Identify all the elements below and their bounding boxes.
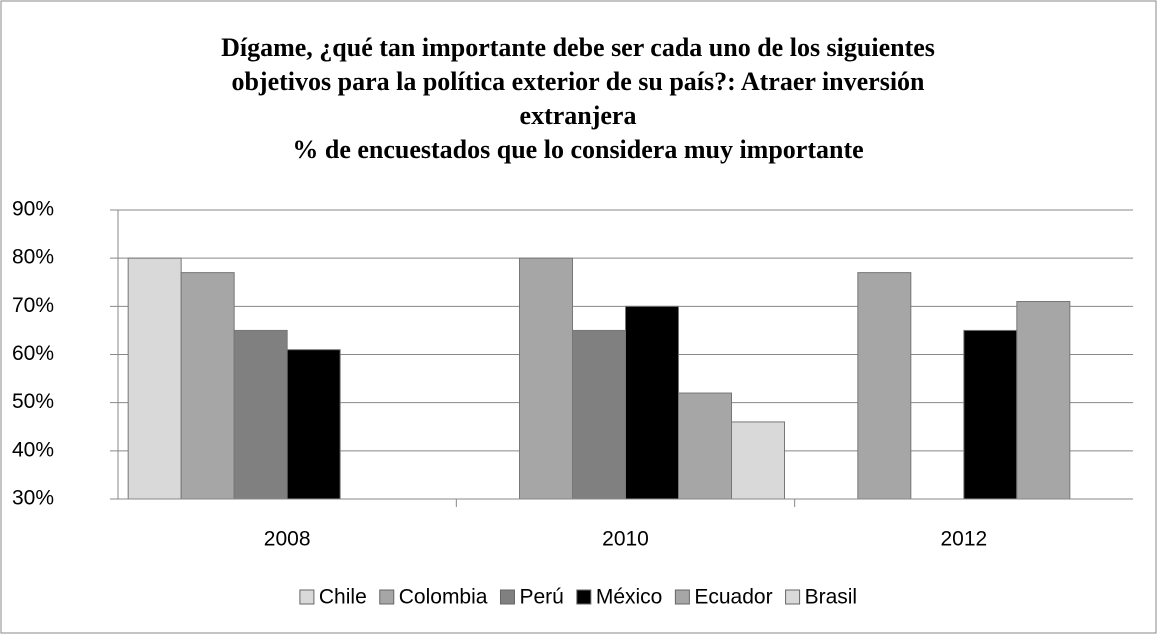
- bar: [857, 272, 912, 500]
- bar: [625, 305, 679, 500]
- chart-title: % de encuestados que lo considera muy im…: [292, 135, 863, 164]
- x-tick-label: 2012: [940, 528, 987, 551]
- y-tick-label: 60%: [12, 342, 54, 365]
- legend-label: Chile: [319, 586, 367, 609]
- legend-label: Perú: [519, 586, 563, 609]
- legend-label: Brasil: [805, 586, 858, 609]
- bar: [286, 349, 341, 500]
- x-tick-label: 2008: [264, 528, 311, 551]
- bar: [963, 329, 1018, 500]
- bar: [127, 257, 182, 500]
- x-tick-label: 2010: [602, 528, 649, 551]
- legend-label: Ecuador: [694, 586, 772, 609]
- legend-swatch: [499, 589, 515, 605]
- y-tick-label: 40%: [12, 438, 54, 461]
- legend-swatch: [576, 589, 592, 605]
- chart-title: Dígame, ¿qué tan importante debe ser cad…: [221, 33, 935, 62]
- y-tick-label: 30%: [12, 487, 54, 510]
- y-tick-label: 70%: [12, 294, 54, 317]
- y-tick-label: 90%: [12, 198, 54, 221]
- chart-title: extranjera: [520, 101, 637, 130]
- bar: [678, 392, 732, 500]
- bar: [572, 329, 626, 500]
- legend-label: México: [596, 586, 663, 609]
- y-tick-label: 50%: [12, 390, 54, 413]
- bar: [233, 329, 288, 500]
- bar: [180, 272, 235, 500]
- legend-swatch: [379, 589, 395, 605]
- y-tick-label: 80%: [12, 246, 54, 269]
- legend-swatch: [299, 589, 315, 605]
- chart-title: objetivos para la política exterior de s…: [231, 67, 925, 96]
- bar: [519, 257, 573, 500]
- legend-label: Colombia: [399, 586, 488, 609]
- bar: [731, 421, 785, 500]
- legend-swatch: [674, 589, 690, 605]
- legend-swatch: [785, 589, 801, 605]
- bar: [1016, 301, 1071, 500]
